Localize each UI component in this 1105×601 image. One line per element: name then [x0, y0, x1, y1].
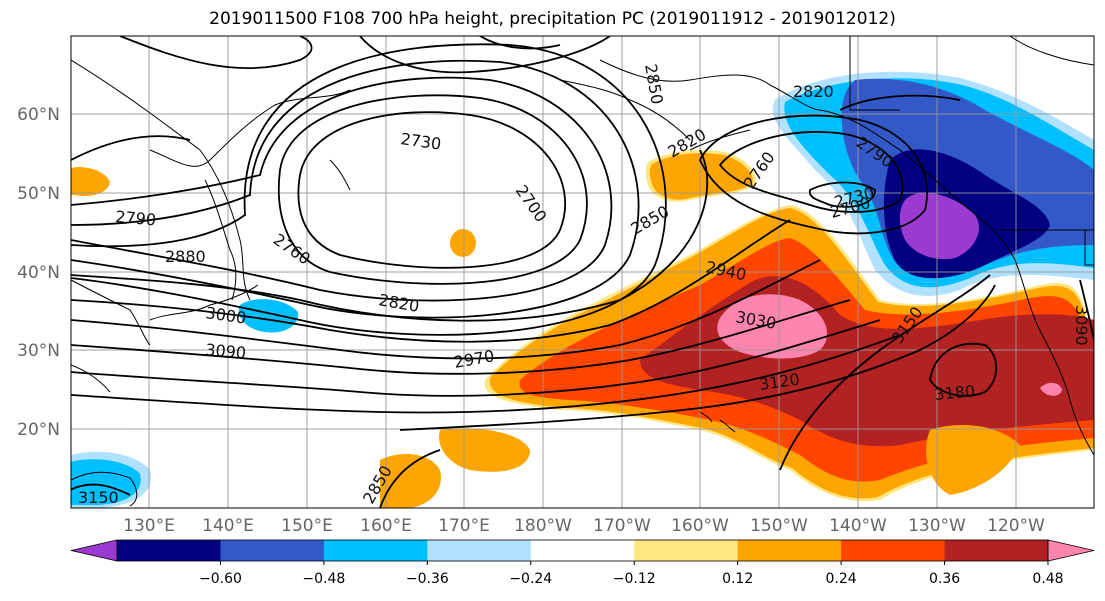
- precip-pos-pink: [717, 294, 828, 359]
- colorbar-tick-label: −0.12: [613, 571, 656, 587]
- lon-label: 140°W: [829, 516, 887, 536]
- colorbar-segment: [634, 540, 739, 561]
- graticule: [71, 36, 1094, 508]
- lon-label: 140°E: [202, 516, 254, 536]
- precip-neg-japan: [238, 299, 299, 333]
- colorbar-segment: [530, 540, 635, 561]
- precip-pos-pink-small: [1040, 382, 1062, 396]
- height-contours: [71, 36, 1094, 508]
- contour-label: 3180: [934, 382, 976, 404]
- coastlines: [71, 36, 1094, 507]
- contour-label: 3090: [205, 340, 247, 362]
- colorbar-segment: [944, 540, 1049, 561]
- lat-label: 30°N: [17, 341, 60, 361]
- precip-pos-japan-sea: [71, 167, 110, 196]
- lat-label: 50°N: [17, 184, 60, 204]
- lon-label: 160°W: [671, 516, 729, 536]
- precip-neg-purple: [899, 192, 979, 260]
- contour-label: 2790: [115, 207, 157, 229]
- colorbar-tick-label: −0.60: [199, 571, 242, 587]
- colorbar-frame: [116, 539, 1049, 562]
- colorbar-tick-label: 0.48: [1032, 571, 1063, 587]
- colorbar-tick-label: −0.48: [302, 571, 345, 587]
- contour-label: 2820: [793, 82, 834, 101]
- lon-label: 170°W: [593, 516, 651, 536]
- lon-label: 150°W: [750, 516, 808, 536]
- precip-pos-mexico: [926, 425, 1020, 495]
- colorbar-segment: [737, 540, 842, 561]
- map-frame: [70, 35, 1095, 509]
- colorbar-tick-label: 0.12: [722, 571, 753, 587]
- precip-pos-spot: [450, 229, 476, 257]
- precip-pos-south: [380, 454, 441, 508]
- lon-label: 160°E: [360, 516, 412, 536]
- colorbar-tick-label: −0.36: [406, 571, 449, 587]
- lat-label: 60°N: [17, 105, 60, 125]
- precip-neg-sw-cyan: [71, 459, 141, 505]
- precip-pos-aleutian-orange: [649, 153, 753, 200]
- colorbar-max-arrow: [1047, 539, 1095, 562]
- colorbar-segment: [427, 540, 532, 561]
- lon-labels: 130°E 140°E 150°E 160°E 170°E 180°W 170°…: [123, 516, 1045, 536]
- lon-label: 150°E: [281, 516, 333, 536]
- colorbar-min-arrow: [70, 539, 118, 562]
- colorbar-segment: [117, 540, 221, 561]
- colorbar-segment: [323, 540, 428, 561]
- lat-label: 40°N: [17, 263, 60, 283]
- lat-labels: 60°N 50°N 40°N 30°N 20°N: [17, 105, 60, 440]
- contour-label: 3150: [78, 488, 119, 507]
- colorbar-tick-label: 0.24: [826, 571, 857, 587]
- lon-label: 170°E: [438, 516, 490, 536]
- lon-label: 130°W: [908, 516, 966, 536]
- lon-label: 130°E: [123, 516, 175, 536]
- colorbar-segment: [841, 540, 946, 561]
- contour-label: 2880: [165, 247, 206, 266]
- colorbar-segment: [220, 540, 325, 561]
- lon-label: 120°W: [987, 516, 1045, 536]
- contour-label: 3090: [1072, 305, 1091, 346]
- precip-pos-south2: [439, 428, 530, 472]
- lon-label: 180°W: [514, 516, 572, 536]
- lat-label: 20°N: [17, 420, 60, 440]
- colorbar: −0.60 −0.48 −0.36 −0.24 −0.12 0.12 0.24 0.36 0.4…: [70, 539, 1095, 587]
- map-title: 2019011500 F108 700 hPa height, precipit…: [209, 9, 896, 29]
- colorbar-tick-label: −0.24: [509, 571, 552, 587]
- colorbar-tick-label: 0.36: [929, 571, 960, 587]
